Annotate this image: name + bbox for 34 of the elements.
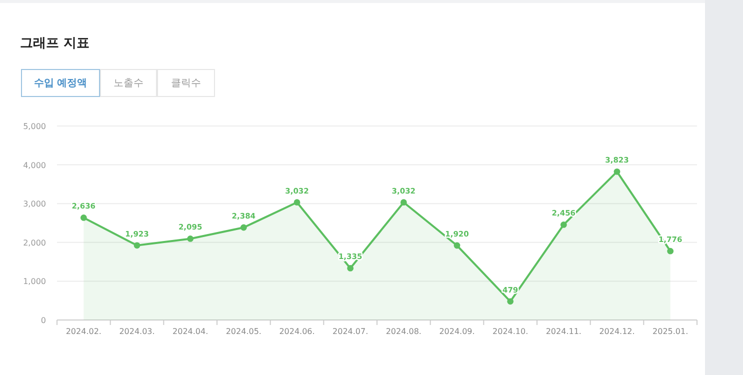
y-tick-label: 4,000 bbox=[23, 160, 46, 170]
point bbox=[294, 199, 300, 206]
point bbox=[240, 224, 247, 231]
x-tick-label: 2024.03. bbox=[119, 327, 155, 336]
point bbox=[187, 236, 194, 242]
point bbox=[507, 298, 514, 305]
point bbox=[80, 214, 87, 221]
text: 노출수 bbox=[100, 69, 157, 97]
text: 수입 예정액 bbox=[21, 69, 100, 97]
x-tick-label: 2024.10. bbox=[492, 327, 528, 336]
point bbox=[347, 265, 354, 272]
y-tick-label: 2,000 bbox=[23, 238, 46, 248]
point bbox=[667, 248, 674, 254]
x-tick-label: 2024.12. bbox=[599, 327, 635, 336]
x-tick-label: 2024.11. bbox=[546, 327, 582, 336]
x-tick-label: 2024.04. bbox=[172, 327, 208, 336]
point bbox=[454, 242, 460, 249]
x-tick-label: 2025.01. bbox=[652, 327, 688, 336]
x-tick-label: 2024.09. bbox=[439, 327, 475, 336]
point bbox=[614, 168, 620, 175]
chart-title: 그래프 지표 bbox=[20, 35, 90, 52]
x-tick-label: 2024.07. bbox=[332, 327, 368, 336]
x-tick-label: 2024.06. bbox=[279, 327, 315, 336]
y-tick-label: 5,000 bbox=[23, 122, 46, 131]
y-tick-label: 1,000 bbox=[23, 277, 46, 286]
x-tick-label: 2024.08. bbox=[386, 327, 422, 336]
point bbox=[400, 199, 407, 206]
x-tick-label: 2024.02. bbox=[66, 327, 102, 336]
point bbox=[560, 222, 567, 228]
x-tick-label: 2024.05. bbox=[226, 327, 262, 336]
y-tick-label: 0 bbox=[40, 316, 46, 325]
y-tick-label: 3,000 bbox=[23, 200, 46, 209]
point bbox=[134, 242, 140, 249]
text: 클릭수 bbox=[157, 69, 215, 97]
